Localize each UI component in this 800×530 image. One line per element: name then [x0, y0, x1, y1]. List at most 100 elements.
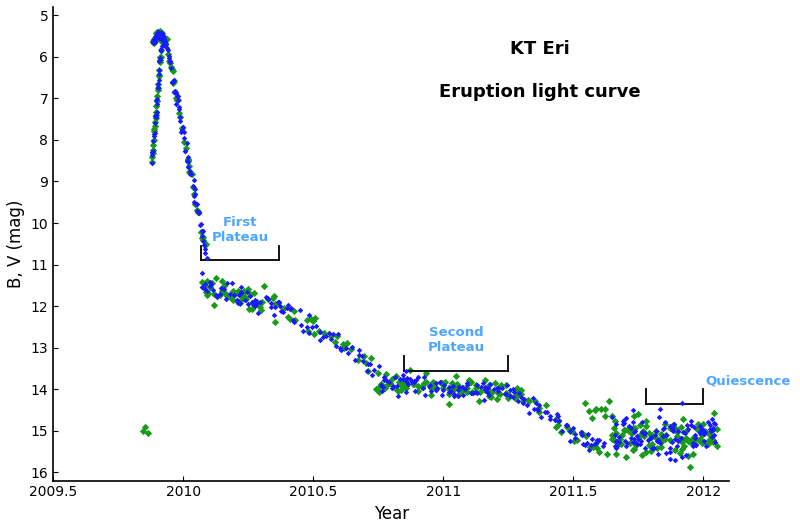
Point: [461, 387, 474, 396]
Point: [158, 38, 170, 46]
Point: [271, 297, 284, 306]
Point: [592, 436, 605, 444]
Point: [702, 440, 714, 448]
Point: [515, 393, 528, 401]
Point: [149, 128, 162, 137]
Point: [457, 383, 470, 392]
Point: [400, 377, 413, 385]
Point: [198, 241, 211, 249]
Point: [629, 427, 642, 436]
Point: [188, 198, 201, 207]
Point: [150, 32, 163, 41]
Point: [629, 439, 642, 447]
Point: [149, 36, 162, 45]
Point: [235, 287, 248, 296]
Point: [666, 425, 678, 433]
Point: [348, 355, 361, 364]
Point: [418, 373, 430, 381]
Point: [513, 389, 526, 398]
Point: [154, 27, 166, 36]
Point: [675, 399, 688, 408]
Point: [149, 112, 162, 120]
Point: [386, 374, 398, 383]
Point: [689, 430, 702, 439]
X-axis label: Year: Year: [374, 505, 409, 523]
Point: [630, 440, 643, 448]
Point: [153, 28, 166, 37]
Point: [345, 344, 358, 353]
Point: [642, 429, 655, 437]
Point: [588, 440, 601, 449]
Point: [206, 279, 218, 287]
Point: [157, 33, 170, 42]
Point: [690, 425, 703, 433]
Point: [511, 396, 524, 405]
Point: [411, 381, 424, 390]
Point: [182, 168, 195, 176]
Point: [288, 317, 301, 326]
Point: [330, 332, 343, 340]
Point: [624, 438, 637, 447]
Point: [146, 158, 158, 167]
Point: [490, 395, 503, 403]
Point: [147, 129, 160, 138]
Point: [654, 438, 667, 446]
Point: [677, 415, 690, 423]
Point: [430, 383, 443, 392]
Point: [147, 37, 160, 46]
Point: [201, 277, 214, 286]
Point: [353, 346, 366, 354]
Point: [694, 428, 706, 437]
Point: [471, 381, 484, 389]
Point: [166, 78, 179, 86]
Point: [158, 40, 170, 48]
Point: [158, 40, 171, 48]
Point: [460, 381, 473, 389]
Point: [543, 412, 556, 421]
Point: [154, 29, 166, 37]
Point: [566, 427, 578, 436]
Point: [638, 429, 651, 437]
Point: [491, 384, 504, 393]
Point: [705, 431, 718, 439]
Point: [254, 305, 267, 314]
Point: [220, 292, 233, 301]
Point: [154, 31, 167, 39]
Point: [499, 381, 512, 390]
Point: [156, 32, 169, 41]
Point: [162, 52, 175, 60]
Point: [656, 434, 669, 443]
Point: [474, 388, 486, 396]
Point: [169, 87, 182, 96]
Point: [151, 84, 164, 92]
Point: [149, 34, 162, 42]
Point: [256, 298, 269, 306]
Point: [151, 33, 164, 41]
Point: [156, 33, 169, 41]
Point: [239, 293, 252, 301]
Point: [550, 414, 562, 423]
Point: [648, 433, 661, 441]
Point: [224, 290, 237, 298]
Point: [514, 386, 527, 394]
Point: [644, 432, 657, 441]
Point: [407, 377, 420, 386]
Point: [532, 408, 545, 416]
Point: [627, 427, 640, 436]
Point: [161, 43, 174, 52]
Point: [154, 30, 167, 39]
Point: [430, 379, 442, 388]
Point: [675, 436, 688, 445]
Point: [164, 59, 177, 67]
Point: [635, 437, 648, 445]
Point: [687, 449, 700, 458]
Point: [437, 384, 450, 392]
Point: [149, 34, 162, 42]
Point: [538, 408, 551, 417]
Point: [642, 436, 654, 444]
Point: [590, 436, 603, 445]
Point: [147, 37, 160, 46]
Point: [148, 37, 161, 45]
Point: [680, 421, 693, 430]
Point: [699, 427, 712, 435]
